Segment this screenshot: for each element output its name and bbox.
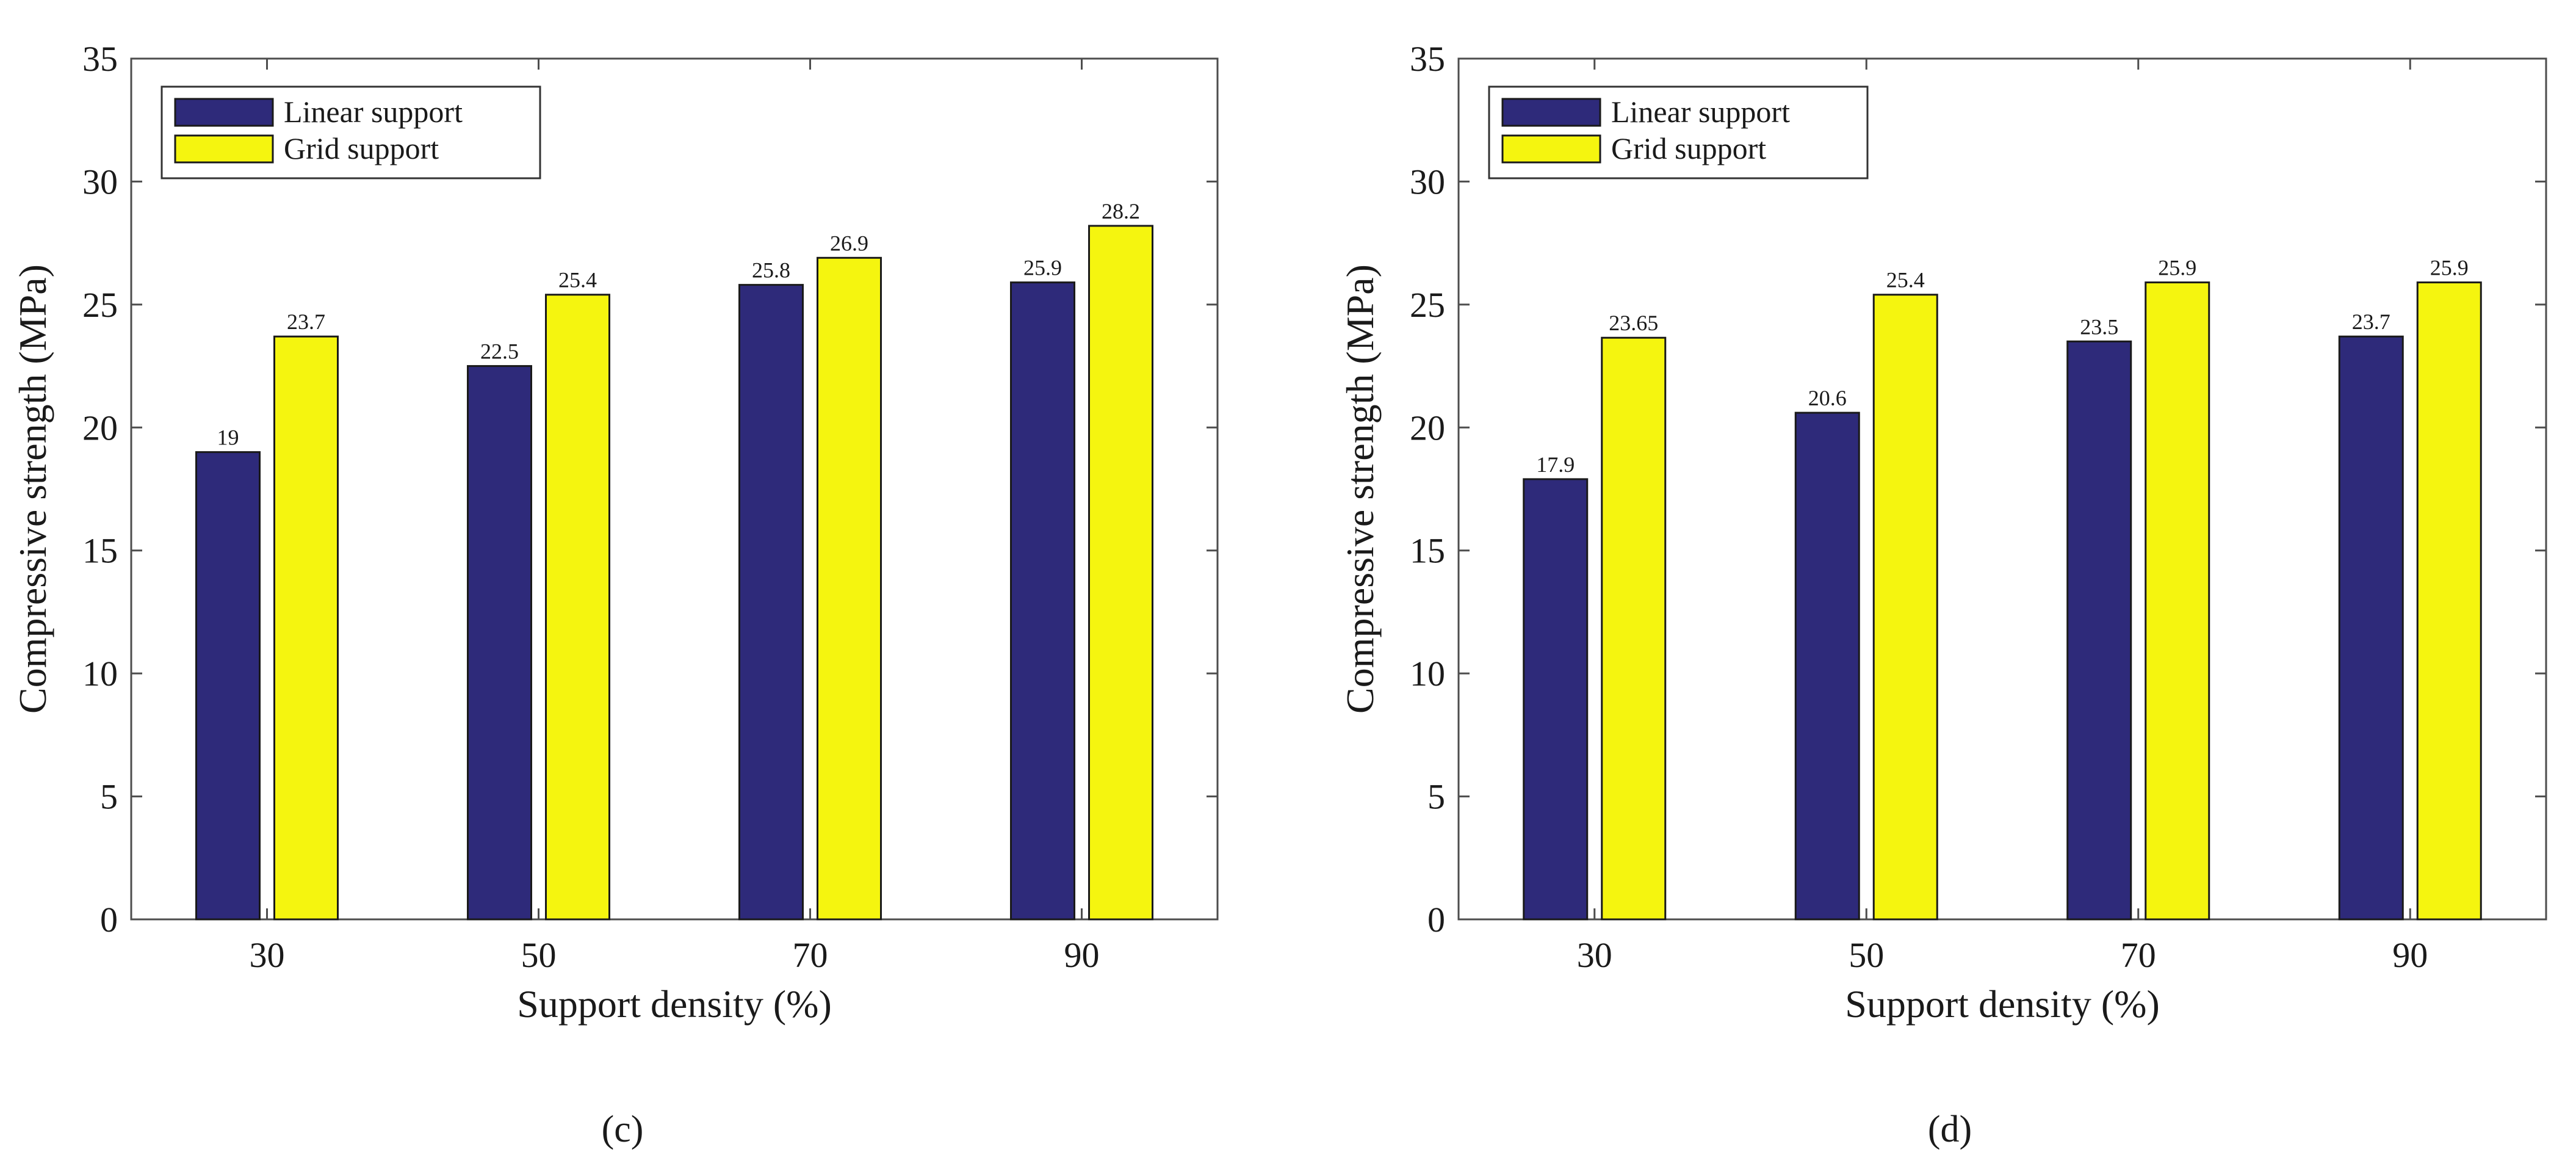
bar-value-label: 25.9	[1023, 256, 1062, 280]
bar-value-label: 25.9	[2430, 256, 2469, 280]
y-tick-label: 15	[1410, 531, 1445, 571]
x-tick-label: 30	[250, 935, 285, 975]
y-axis-title: Compressive strength (MPa)	[11, 264, 54, 714]
x-tick-label: 70	[793, 935, 828, 975]
y-tick-label: 10	[82, 654, 118, 693]
bar-linear-90	[2338, 335, 2404, 921]
panel-label: (c)	[602, 1109, 644, 1150]
x-tick-label: 50	[1849, 935, 1884, 975]
x-tick-label: 50	[521, 935, 557, 975]
x-tick-label: 30	[1577, 935, 1612, 975]
bar-linear-90	[1010, 281, 1075, 921]
y-tick-label: 0	[100, 900, 118, 940]
x-axis-title: Support density (%)	[1845, 982, 2160, 1026]
bar-linear-50	[1794, 411, 1860, 921]
y-tick-label: 25	[1410, 285, 1445, 325]
bar-value-label: 19	[217, 425, 239, 450]
bar-value-label: 23.7	[2352, 310, 2390, 334]
bar-grid-70	[817, 256, 882, 921]
bar-value-label: 23.7	[287, 310, 325, 334]
bar-linear-50	[467, 365, 532, 921]
bar-value-label: 25.9	[2158, 256, 2196, 280]
bar-value-label: 25.4	[558, 268, 597, 292]
bar-value-label: 20.6	[1808, 386, 1847, 410]
x-tick-label: 90	[2392, 935, 2428, 975]
y-tick-label: 35	[82, 39, 118, 79]
panel-label: (d)	[1928, 1109, 1972, 1150]
y-tick-label: 20	[82, 408, 118, 447]
chart-panel-0: 0 5 10 15 20 25 30 35 30 19 23.7 50 22.5 25.4 70 25.8 26…	[11, 39, 1219, 1150]
bar-value-label: 25.8	[752, 258, 790, 283]
legend-swatch-grid	[1501, 134, 1601, 164]
bar-grid-30	[1601, 336, 1667, 921]
bar-value-label: 23.65	[1609, 311, 1658, 335]
bar-linear-30	[1523, 478, 1589, 921]
y-tick-label: 10	[1410, 654, 1445, 693]
y-axis-title: Compressive strength (MPa)	[1338, 264, 1382, 714]
bar-grid-50	[545, 294, 610, 921]
bar-value-label: 26.9	[830, 231, 868, 255]
chart-panel-1: 0 5 10 15 20 25 30 35 30 17.9 23.65 50 20.6 25.4 70 23.…	[1338, 39, 2547, 1150]
x-tick-label: 90	[1064, 935, 1100, 975]
bar-value-label: 17.9	[1536, 452, 1575, 477]
bar-linear-30	[195, 451, 261, 921]
y-tick-label: 0	[1427, 900, 1445, 940]
legend-label: Grid support	[284, 131, 439, 165]
bar-value-label: 22.5	[480, 339, 519, 364]
legend-swatch-grid	[174, 134, 274, 164]
y-tick-label: 25	[82, 285, 118, 325]
legend-label: Linear support	[1611, 95, 1790, 129]
y-tick-label: 35	[1410, 39, 1445, 79]
y-tick-label: 30	[82, 162, 118, 201]
y-tick-label: 20	[1410, 408, 1445, 447]
x-tick-label: 70	[2121, 935, 2156, 975]
legend-label: Linear support	[284, 95, 463, 129]
legend-label: Grid support	[1611, 131, 1766, 165]
legend-swatch-linear	[174, 98, 274, 127]
y-tick-label: 5	[100, 777, 118, 817]
y-tick-label: 15	[82, 531, 118, 571]
x-axis-title: Support density (%)	[517, 982, 832, 1026]
bar-grid-50	[1872, 294, 1938, 921]
bar-value-label: 23.5	[2080, 314, 2118, 339]
bar-grid-90	[1088, 225, 1153, 921]
bar-grid-30	[273, 335, 339, 921]
bar-grid-70	[2145, 281, 2210, 921]
bar-linear-70	[738, 284, 804, 921]
legend-swatch-linear	[1501, 98, 1601, 127]
bar-grid-90	[2416, 281, 2482, 921]
y-tick-label: 30	[1410, 162, 1445, 201]
bar-value-label: 28.2	[1102, 199, 1140, 223]
y-tick-label: 5	[1427, 777, 1445, 817]
bar-value-label: 25.4	[1886, 268, 1925, 292]
bar-linear-70	[2066, 340, 2132, 921]
